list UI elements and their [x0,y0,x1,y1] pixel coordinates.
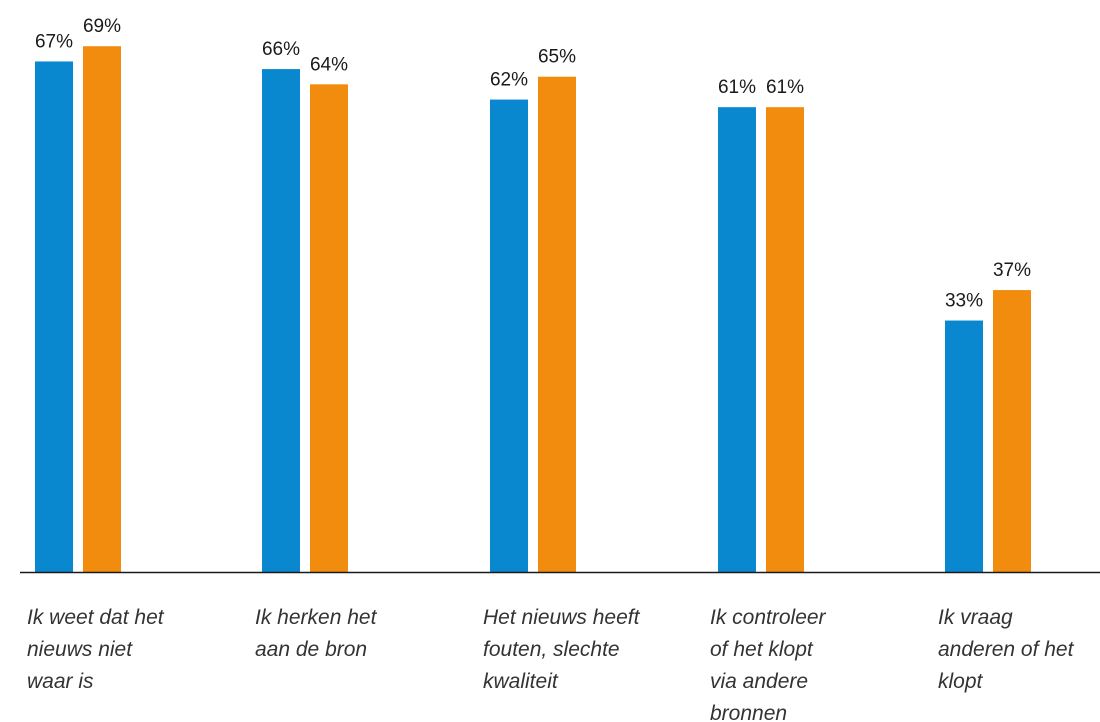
bar-series2-cat5 [993,290,1031,572]
data-label-series2-cat2: 64% [310,54,348,75]
bar-series1-cat4 [718,107,756,573]
category-label-2-line-2: aan de bron [255,638,367,661]
bar-series1-cat2 [262,69,300,572]
category-label-2-line-1: Ik herken het [255,606,378,629]
bar-series1-cat1 [35,61,73,573]
data-label-series2-cat1: 69% [83,16,121,37]
category-label-1: Ik weet dat het nieuws niet waar is [27,606,165,693]
category-labels-layer: Ik weet dat het nieuws niet waar is Ik herk… [27,606,1075,722]
data-label-series2-cat3: 65% [538,47,576,68]
bars-layer [35,46,1031,573]
category-label-5-line-1: Ik vraag [938,606,1013,629]
category-label-4-line-4: bronnen [710,702,787,722]
category-label-3: Het nieuws heeft fouten, slechte kwaliteit [483,606,641,693]
category-label-4: Ik controleer of het klopt via andere bronn… [710,606,827,722]
data-label-series2-cat4: 61% [766,77,804,98]
bar-series1-cat3 [490,99,528,572]
data-label-series1-cat3: 62% [490,70,528,91]
category-label-1-line-2: nieuws niet [27,638,133,661]
bar-series2-cat1 [83,46,121,573]
bar-series2-cat3 [538,76,576,572]
category-label-5-line-3: klopt [938,670,984,693]
bar-series2-cat2 [310,84,348,572]
bar-series1-cat5 [945,320,983,572]
data-label-series1-cat2: 66% [262,39,300,60]
data-label-series1-cat4: 61% [718,77,756,98]
data-label-series2-cat5: 37% [993,260,1031,281]
value-labels-layer: 67% 66% 62% 61% 33% 69% 64% 65% 61% 37% [35,16,1031,311]
bar-series2-cat4 [766,107,804,573]
data-label-series1-cat1: 67% [35,31,73,52]
category-label-1-line-3: waar is [27,670,94,693]
category-label-5-line-2: anderen of het [938,638,1075,661]
category-label-3-line-3: kwaliteit [483,670,559,693]
category-label-3-line-1: Het nieuws heeft [483,606,641,629]
category-label-4-line-3: via andere [710,670,808,693]
category-label-4-line-1: Ik controleer [710,606,827,629]
category-label-1-line-1: Ik weet dat het [27,606,165,629]
category-label-5: Ik vraag anderen of het klopt [938,606,1075,693]
category-label-4-line-2: of het klopt [710,638,814,661]
category-label-2: Ik herken het aan de bron [255,606,378,661]
category-label-3-line-2: fouten, slechte [483,638,620,661]
data-label-series1-cat5: 33% [945,291,983,312]
